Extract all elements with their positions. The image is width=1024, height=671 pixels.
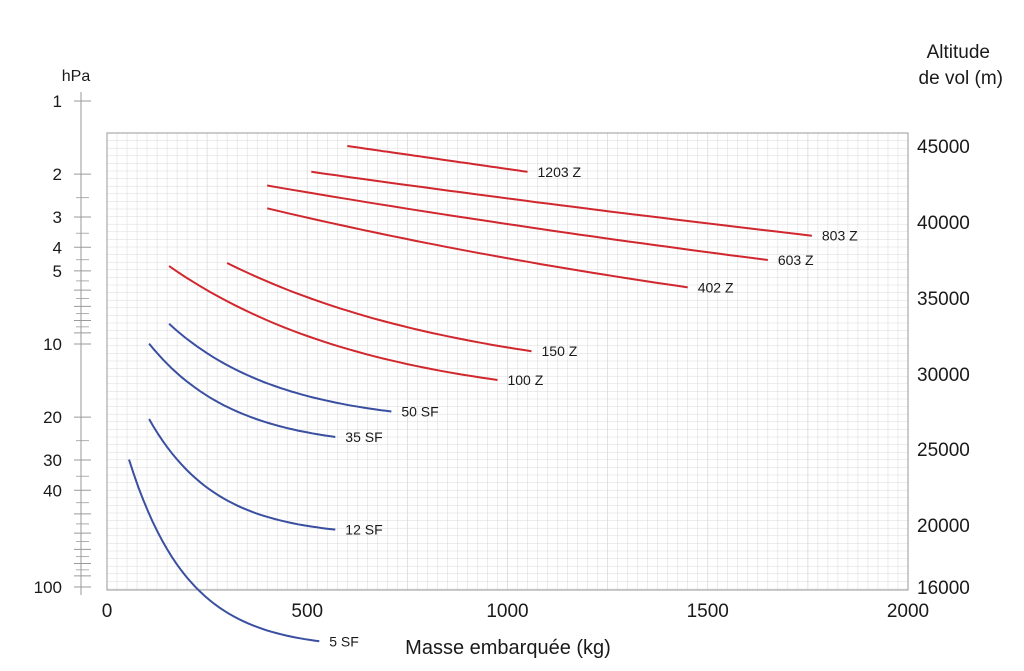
right-tick-label: 40000 [917,213,970,234]
right-ticks: 45000 40000 35000 30000 25000 20000 16000 [917,137,970,599]
x-tick-label: 2000 [887,601,929,622]
right-tick-label: 16000 [917,578,970,599]
right-tick-label: 25000 [917,440,970,461]
left-tick-label: 40 [43,481,62,500]
series-label: 803 Z [822,228,858,244]
series-label: 5 SF [329,633,359,649]
left-tick-label: 2 [53,165,62,184]
series-group: 1203 Z 803 Z 603 Z 402 Z 150 Z 100 Z 50 SF 35 S… [128,145,858,649]
x-ticks: 0 500 1000 1500 2000 [102,601,929,622]
x-axis-title: Masse embarquée (kg) [405,637,611,659]
left-tick-label: 3 [53,208,62,227]
grid [106,132,909,590]
right-tick-label: 45000 [917,137,970,158]
series-label: 35 SF [345,429,382,445]
left-tick-label: 5 [53,262,62,281]
series-label: 402 Z [698,279,734,295]
left-tick-label: 10 [43,335,62,354]
x-tick-label: 500 [291,601,323,622]
series-line [226,262,532,353]
left-tick-label: 1 [53,92,62,111]
series-line [168,323,392,413]
series-line [311,170,813,237]
x-tick-label: 1000 [486,601,528,622]
x-tick-label: 0 [102,601,113,622]
series-line [148,418,336,531]
series-label: 1203 Z [538,164,582,180]
left-axis-title: hPa [62,68,91,85]
series-line [148,342,336,438]
series-line [128,459,320,643]
right-tick-label: 35000 [917,289,970,310]
right-axis-title-line1: Altitude [927,42,990,63]
series-label: 100 Z [507,372,543,388]
x-tick-label: 1500 [687,601,729,622]
right-tick-label: 20000 [917,516,970,537]
series-line [266,207,688,289]
series-line [168,265,498,381]
left-ticks: 1 2 3 4 5 10 20 30 40 100 [34,92,91,597]
series-label: 150 Z [542,343,578,359]
series-label: 603 Z [778,252,814,268]
left-tick-label: 4 [53,238,62,257]
series-label: 12 SF [345,522,382,538]
plot-frame [106,132,909,591]
series-line [347,145,528,173]
right-axis-title-line2: de vol (m) [919,68,1003,89]
right-tick-label: 30000 [917,365,970,386]
series-label: 50 SF [401,404,438,420]
left-tick-label: 30 [43,451,62,470]
left-tick-label: 20 [43,408,62,427]
series-line [267,184,768,261]
left-tick-label: 100 [34,578,62,597]
